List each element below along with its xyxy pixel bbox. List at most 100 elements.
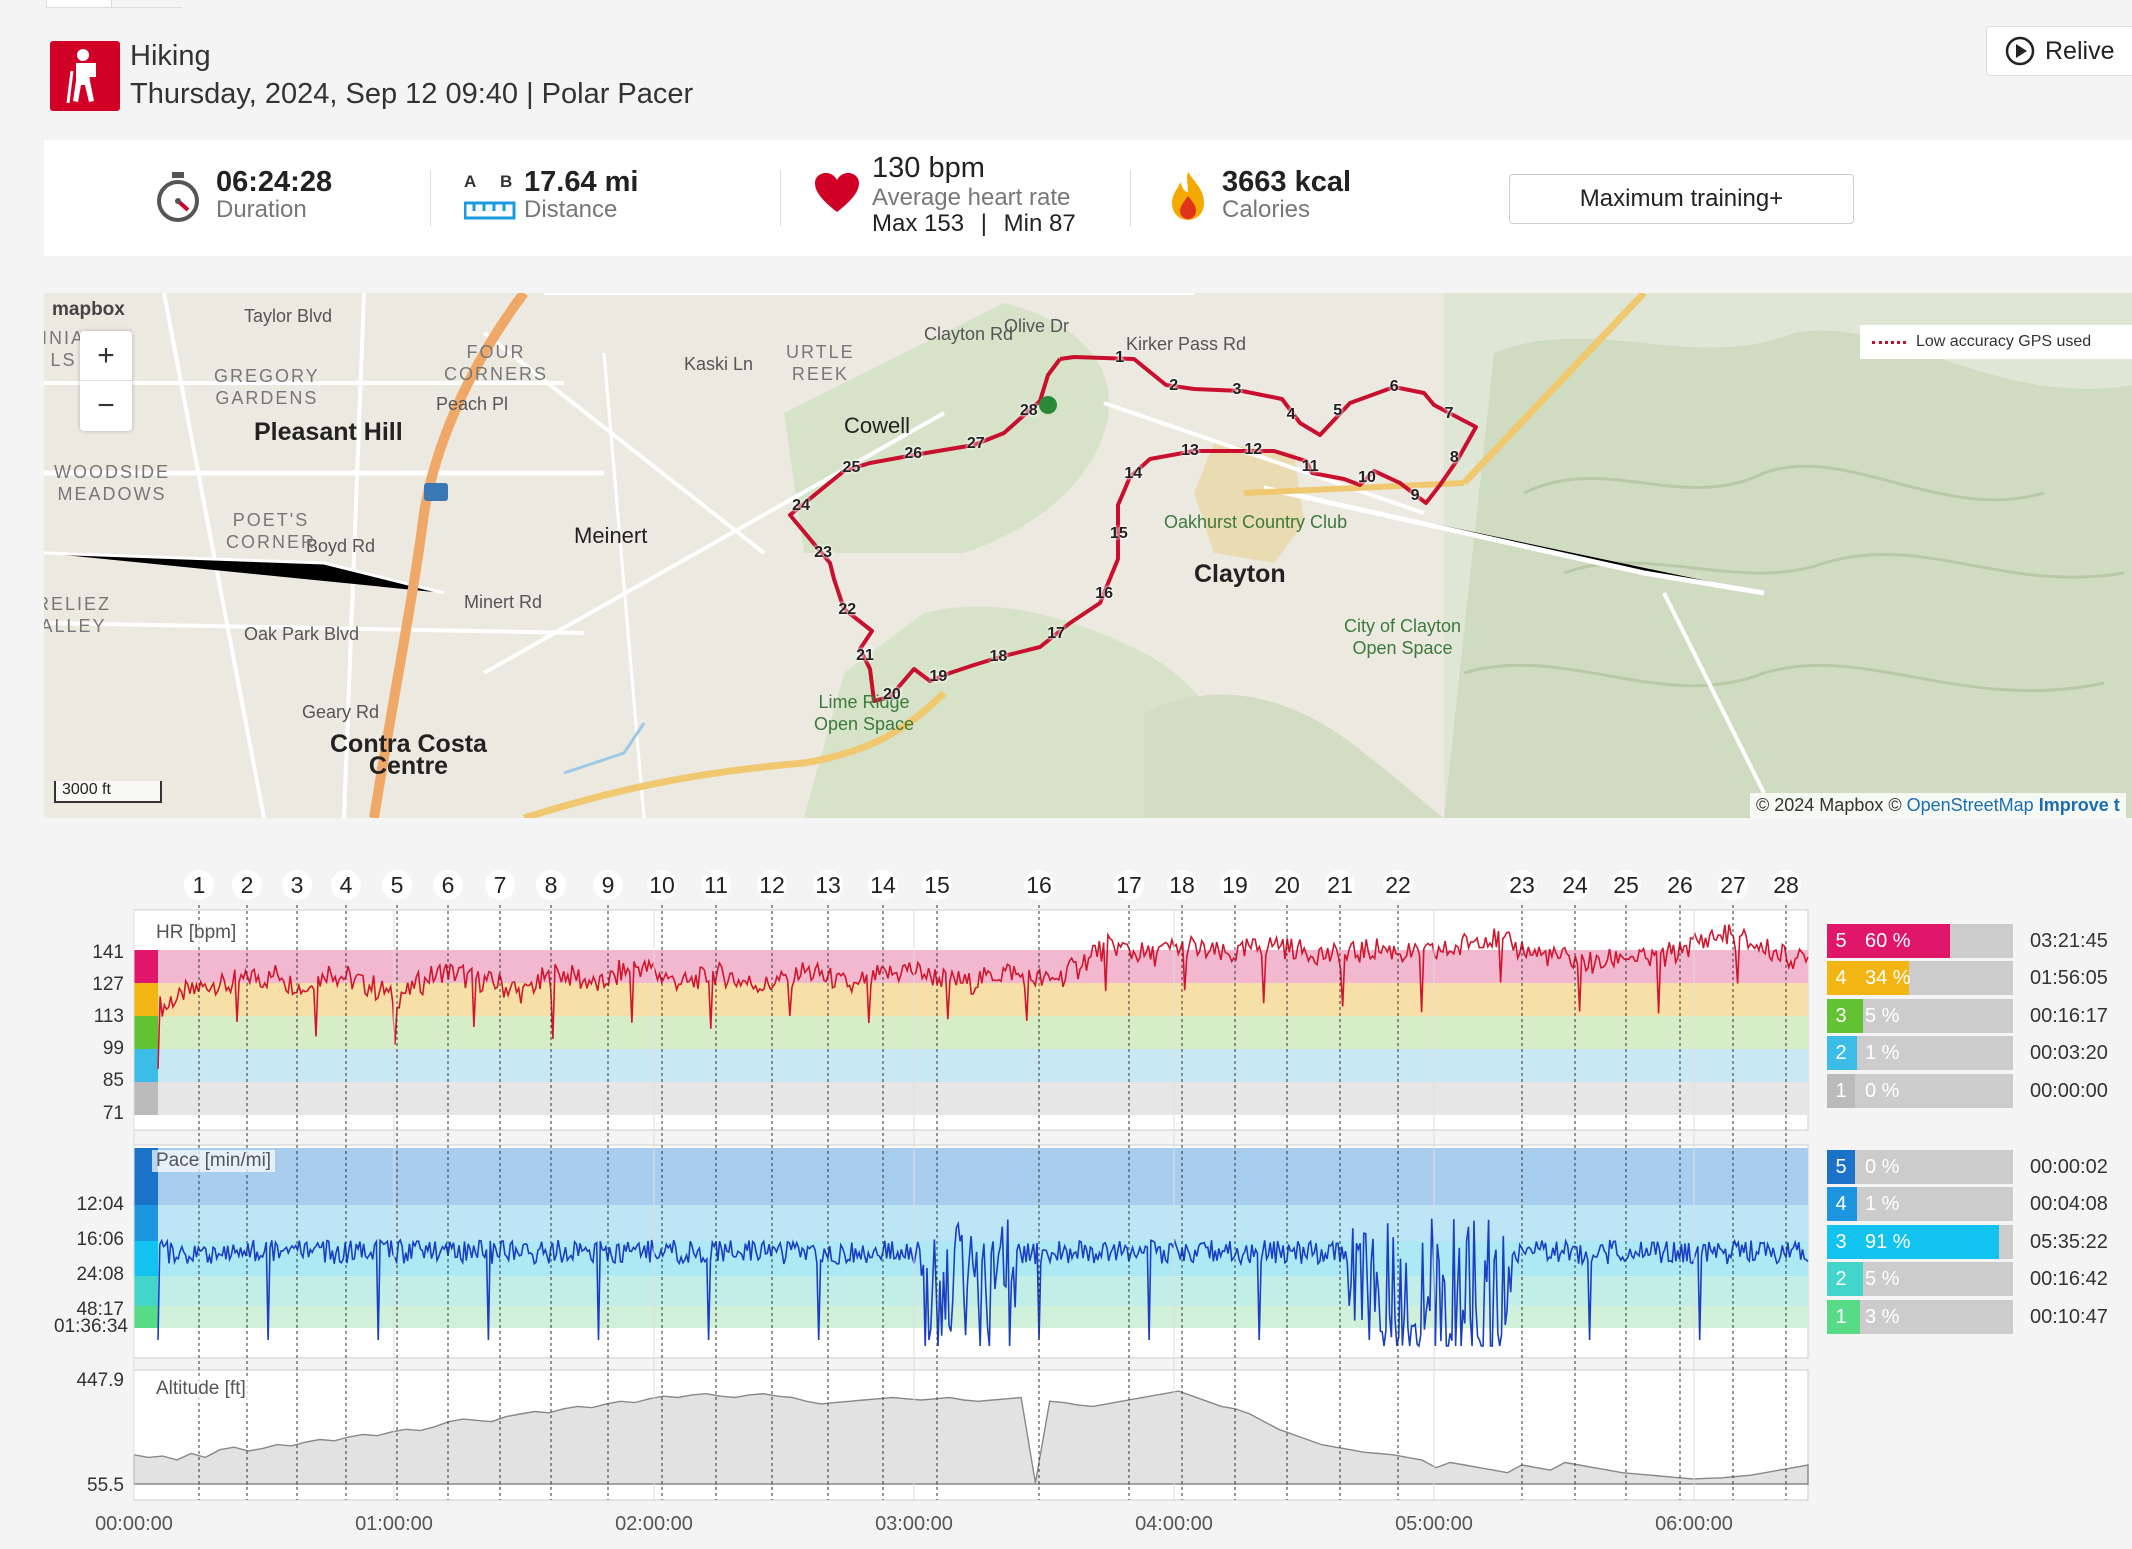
- play-icon: [2005, 36, 2035, 66]
- top-tab-active[interactable]: [46, 0, 112, 8]
- summary-bar: 06:24:28 Duration A B 17.64 mi Distance …: [44, 140, 2132, 256]
- gps-accuracy-legend: Low accuracy GPS used: [1860, 325, 2132, 359]
- hr-zone-strip: [134, 1016, 158, 1049]
- map-place-label: Meinert: [574, 523, 648, 548]
- lap-number[interactable]: 21: [1325, 870, 1355, 900]
- map-lap-marker: 2: [1169, 376, 1179, 394]
- hr-zone-row[interactable]: 5 60 %: [1827, 924, 2013, 958]
- lap-number[interactable]: 7: [485, 870, 515, 900]
- lap-number[interactable]: 25: [1611, 870, 1641, 900]
- duration-value: 06:24:28: [216, 166, 333, 198]
- lap-number[interactable]: 23: [1507, 870, 1537, 900]
- time-tick-label: 05:00:00: [1395, 1513, 1473, 1535]
- pace-zone-row[interactable]: 3 91 %: [1827, 1225, 2013, 1259]
- zone-number: 2: [1827, 1262, 1855, 1296]
- zone-time: 00:10:47: [2030, 1306, 2108, 1328]
- lap-number[interactable]: 5: [382, 870, 412, 900]
- training-benefit-button[interactable]: Maximum training+: [1509, 174, 1854, 224]
- lap-number[interactable]: 22: [1383, 870, 1413, 900]
- time-tick-label: 03:00:00: [875, 1513, 953, 1535]
- map-lap-marker: 16: [1095, 585, 1113, 603]
- route-map[interactable]: Taylor Blvd GREGORY GARDENS FOUR CORNERS Plea…: [44, 293, 2132, 818]
- lap-number[interactable]: 20: [1272, 870, 1302, 900]
- lap-number[interactable]: 4: [331, 870, 361, 900]
- lap-number[interactable]: 19: [1220, 870, 1250, 900]
- map-place-label: Lime Ridge Open Space: [814, 692, 915, 734]
- lap-number[interactable]: 8: [536, 870, 566, 900]
- flame-icon: [1172, 172, 1204, 220]
- map-lap-marker: 15: [1110, 524, 1128, 542]
- map-lap-marker: 11: [1301, 458, 1319, 476]
- attribution-osm-link[interactable]: OpenStreetMap: [1906, 795, 2034, 815]
- zoom-in-button[interactable]: +: [80, 331, 132, 381]
- pace-zone-row[interactable]: 5 0 %: [1827, 1150, 2013, 1184]
- lap-number[interactable]: 27: [1718, 870, 1748, 900]
- map-lap-marker: 20: [882, 685, 901, 703]
- lap-number[interactable]: 17: [1114, 870, 1144, 900]
- lap-number[interactable]: 18: [1167, 870, 1197, 900]
- pace-zone-row[interactable]: 1 3 %: [1827, 1300, 2013, 1334]
- lap-number[interactable]: 2: [232, 870, 262, 900]
- lap-number[interactable]: 24: [1560, 870, 1590, 900]
- lap-number[interactable]: 12: [757, 870, 787, 900]
- map-lap-marker: 13: [1181, 441, 1199, 459]
- pace-zone-strip: [134, 1205, 158, 1241]
- lap-number[interactable]: 9: [593, 870, 623, 900]
- hr-separator: |: [980, 210, 987, 237]
- attribution-improve-link[interactable]: Improve t: [2038, 795, 2120, 815]
- zone-time: 03:21:45: [2030, 930, 2108, 952]
- hiking-icon: [50, 41, 120, 111]
- lap-number[interactable]: 26: [1665, 870, 1695, 900]
- zone-number: 1: [1827, 1074, 1855, 1108]
- lap-number[interactable]: 3: [282, 870, 312, 900]
- map-lap-marker: 19: [929, 668, 948, 686]
- gps-legend-label: Low accuracy GPS used: [1916, 333, 2092, 350]
- y-tick-label: 113: [93, 1006, 124, 1027]
- lap-number[interactable]: 6: [433, 870, 463, 900]
- relive-label: Relive: [2045, 36, 2115, 65]
- mapbox-logo: mapbox: [52, 299, 125, 320]
- map-canvas: [44, 293, 2132, 818]
- lap-number[interactable]: 13: [813, 870, 843, 900]
- zone-percent: 91 %: [1865, 1231, 1911, 1253]
- zoom-out-button[interactable]: −: [97, 389, 115, 422]
- lap-number[interactable]: 14: [868, 870, 898, 900]
- distance-point-a: A: [464, 172, 477, 191]
- hr-chart-title: HR [bpm]: [152, 922, 241, 944]
- lap-number[interactable]: 1: [184, 870, 214, 900]
- charts-canvas[interactable]: [0, 860, 2132, 1549]
- time-tick-label: 06:00:00: [1655, 1513, 1733, 1535]
- relive-button[interactable]: Relive: [1986, 26, 2132, 76]
- lap-number[interactable]: 28: [1771, 870, 1801, 900]
- hr-zone-row[interactable]: 1 0 %: [1827, 1074, 2013, 1108]
- divider: [1130, 170, 1131, 226]
- lap-number[interactable]: 15: [922, 870, 952, 900]
- top-tab[interactable]: [112, 0, 182, 8]
- map-lap-marker: 17: [1047, 624, 1066, 642]
- lap-number[interactable]: 11: [701, 870, 731, 900]
- zone-bar: [1855, 1036, 1857, 1070]
- map-lap-marker: 21: [856, 647, 874, 665]
- zone-time: 05:35:22: [2030, 1231, 2108, 1253]
- hr-zone-row[interactable]: 4 34 %: [1827, 961, 2013, 995]
- y-tick-label: 71: [102, 1103, 124, 1124]
- hr-max: Max 153: [872, 210, 965, 237]
- y-tick-label: 55.5: [87, 1475, 124, 1496]
- hr-zone-row[interactable]: 3 5 %: [1827, 999, 2013, 1033]
- map-lap-marker: 5: [1333, 402, 1343, 420]
- lap-number[interactable]: 16: [1024, 870, 1054, 900]
- lap-number[interactable]: 10: [647, 870, 677, 900]
- y-tick-label: 16:06: [76, 1229, 124, 1250]
- map-place-label: Geary Rd: [302, 702, 380, 722]
- zone-number: 5: [1827, 924, 1855, 958]
- zone-number: 2: [1827, 1036, 1855, 1070]
- zone-number: 4: [1827, 961, 1855, 995]
- hr-zone-strip: [134, 1082, 158, 1115]
- time-tick-label: 00:00:00: [95, 1513, 173, 1535]
- hr-zone-row[interactable]: 2 1 %: [1827, 1036, 2013, 1070]
- time-tick-label: 04:00:00: [1135, 1513, 1213, 1535]
- pace-zone-row[interactable]: 2 5 %: [1827, 1262, 2013, 1296]
- map-place-label: URTLE REEK: [786, 342, 855, 384]
- pace-zone-row[interactable]: 4 1 %: [1827, 1187, 2013, 1221]
- altitude-area: [133, 1390, 1809, 1485]
